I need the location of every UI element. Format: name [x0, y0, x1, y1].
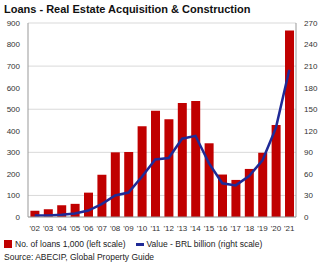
svg-text:90: 90	[304, 148, 313, 157]
html-text:Loans - Real Estate Acquisitio: Loans - Real Estate Acquisition & Constr…	[4, 3, 251, 15]
svg-text:210: 210	[304, 62, 316, 71]
svg-text:30: 30	[304, 191, 313, 200]
svg-text:270: 270	[304, 19, 316, 28]
svg-text:'11: '11	[150, 224, 160, 233]
svg-text:400: 400	[8, 127, 21, 136]
svg-text:150: 150	[304, 105, 316, 114]
svg-text:120: 120	[304, 127, 316, 136]
svg-text:'18: '18	[244, 224, 255, 233]
html-text:No. of loans 1,000 (left scale: No. of loans 1,000 (left scale)	[15, 239, 126, 249]
svg-text:'16: '16	[217, 224, 228, 233]
html-text:Source: ABECIP, Global Propert: Source: ABECIP, Global Property Guide	[4, 252, 155, 262]
svg-text:900: 900	[8, 19, 21, 28]
svg-text:60: 60	[304, 170, 313, 179]
svg-text:200: 200	[8, 170, 21, 179]
svg-text:800: 800	[8, 40, 21, 49]
svg-text:600: 600	[8, 84, 21, 93]
svg-text:'06: '06	[83, 224, 94, 233]
svg-text:'20: '20	[271, 224, 282, 233]
svg-text:0: 0	[304, 213, 309, 222]
svg-text:500: 500	[8, 105, 21, 114]
svg-text:180: 180	[304, 84, 316, 93]
html-text:Value - BRL billion (right sca: Value - BRL billion (right scale)	[146, 239, 263, 249]
svg-text:'21: '21	[284, 224, 295, 233]
svg-text:300: 300	[8, 148, 21, 157]
svg-text:'05: '05	[70, 224, 81, 233]
svg-text:240: 240	[304, 40, 316, 49]
svg-text:'19: '19	[257, 224, 268, 233]
svg-text:'02: '02	[29, 224, 40, 233]
svg-text:'07: '07	[96, 224, 107, 233]
svg-text:'13: '13	[177, 224, 188, 233]
svg-text:'14: '14	[190, 224, 201, 233]
svg-text:'09: '09	[123, 224, 134, 233]
svg-text:'03: '03	[43, 224, 54, 233]
svg-text:'04: '04	[56, 224, 67, 233]
svg-text:0: 0	[16, 213, 21, 222]
svg-text:700: 700	[8, 62, 21, 71]
svg-text:'08: '08	[110, 224, 121, 233]
svg-text:'17: '17	[230, 224, 241, 233]
svg-text:100: 100	[8, 191, 21, 200]
svg-text:'15: '15	[204, 224, 215, 233]
svg-text:'12: '12	[163, 224, 174, 233]
svg-text:'10: '10	[137, 224, 148, 233]
